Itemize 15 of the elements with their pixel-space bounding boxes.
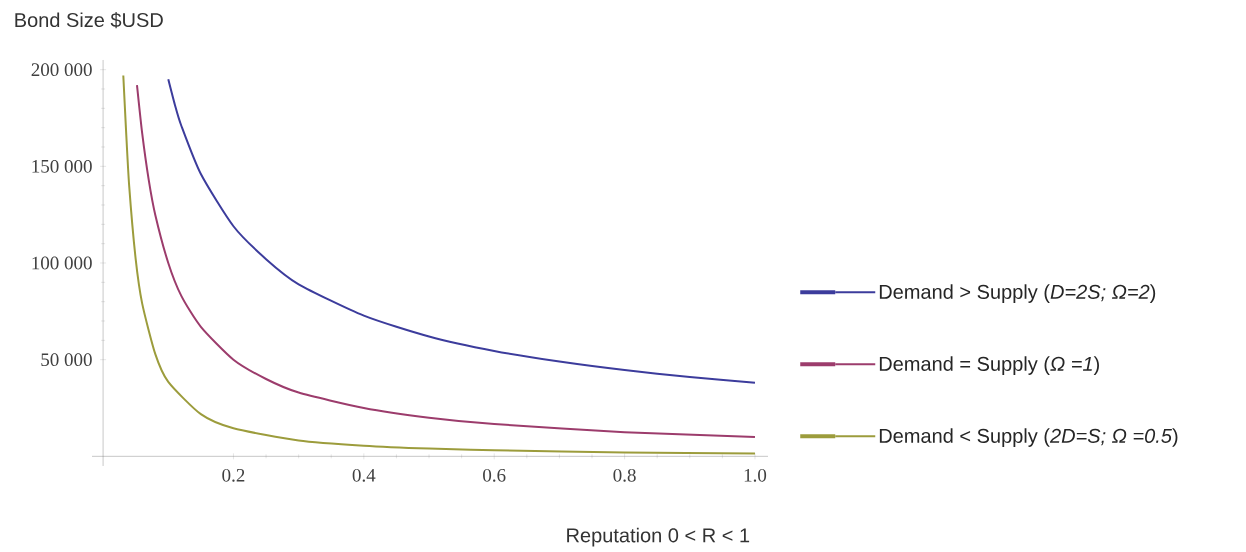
y-tick-label: 50 000: [41, 353, 92, 367]
legend-label: Demand > Supply (D=2S; Ω=2): [879, 284, 1156, 303]
y-tick-label: 200 000: [31, 63, 92, 77]
x-tick-label: 0.8: [613, 468, 636, 482]
x-tick-label: 0.2: [222, 468, 245, 482]
y-tick-label: 100 000: [32, 256, 92, 270]
x-tick-label: 1.0: [744, 468, 767, 482]
legend-label: Demand < Supply (2D=S; Ω =0.5): [879, 428, 1178, 447]
x-tick-label: 0.6: [483, 468, 506, 482]
y-tick-label: 150 000: [32, 159, 92, 173]
line-series: [167, 78, 756, 384]
y-axis-title: Bond Size $USD: [15, 12, 163, 29]
x-tick-label: 0.4: [352, 468, 376, 482]
x-axis-title: Reputation 0 < R < 1: [567, 527, 750, 547]
legend-label: Demand = Supply (Ω =1): [879, 356, 1099, 375]
